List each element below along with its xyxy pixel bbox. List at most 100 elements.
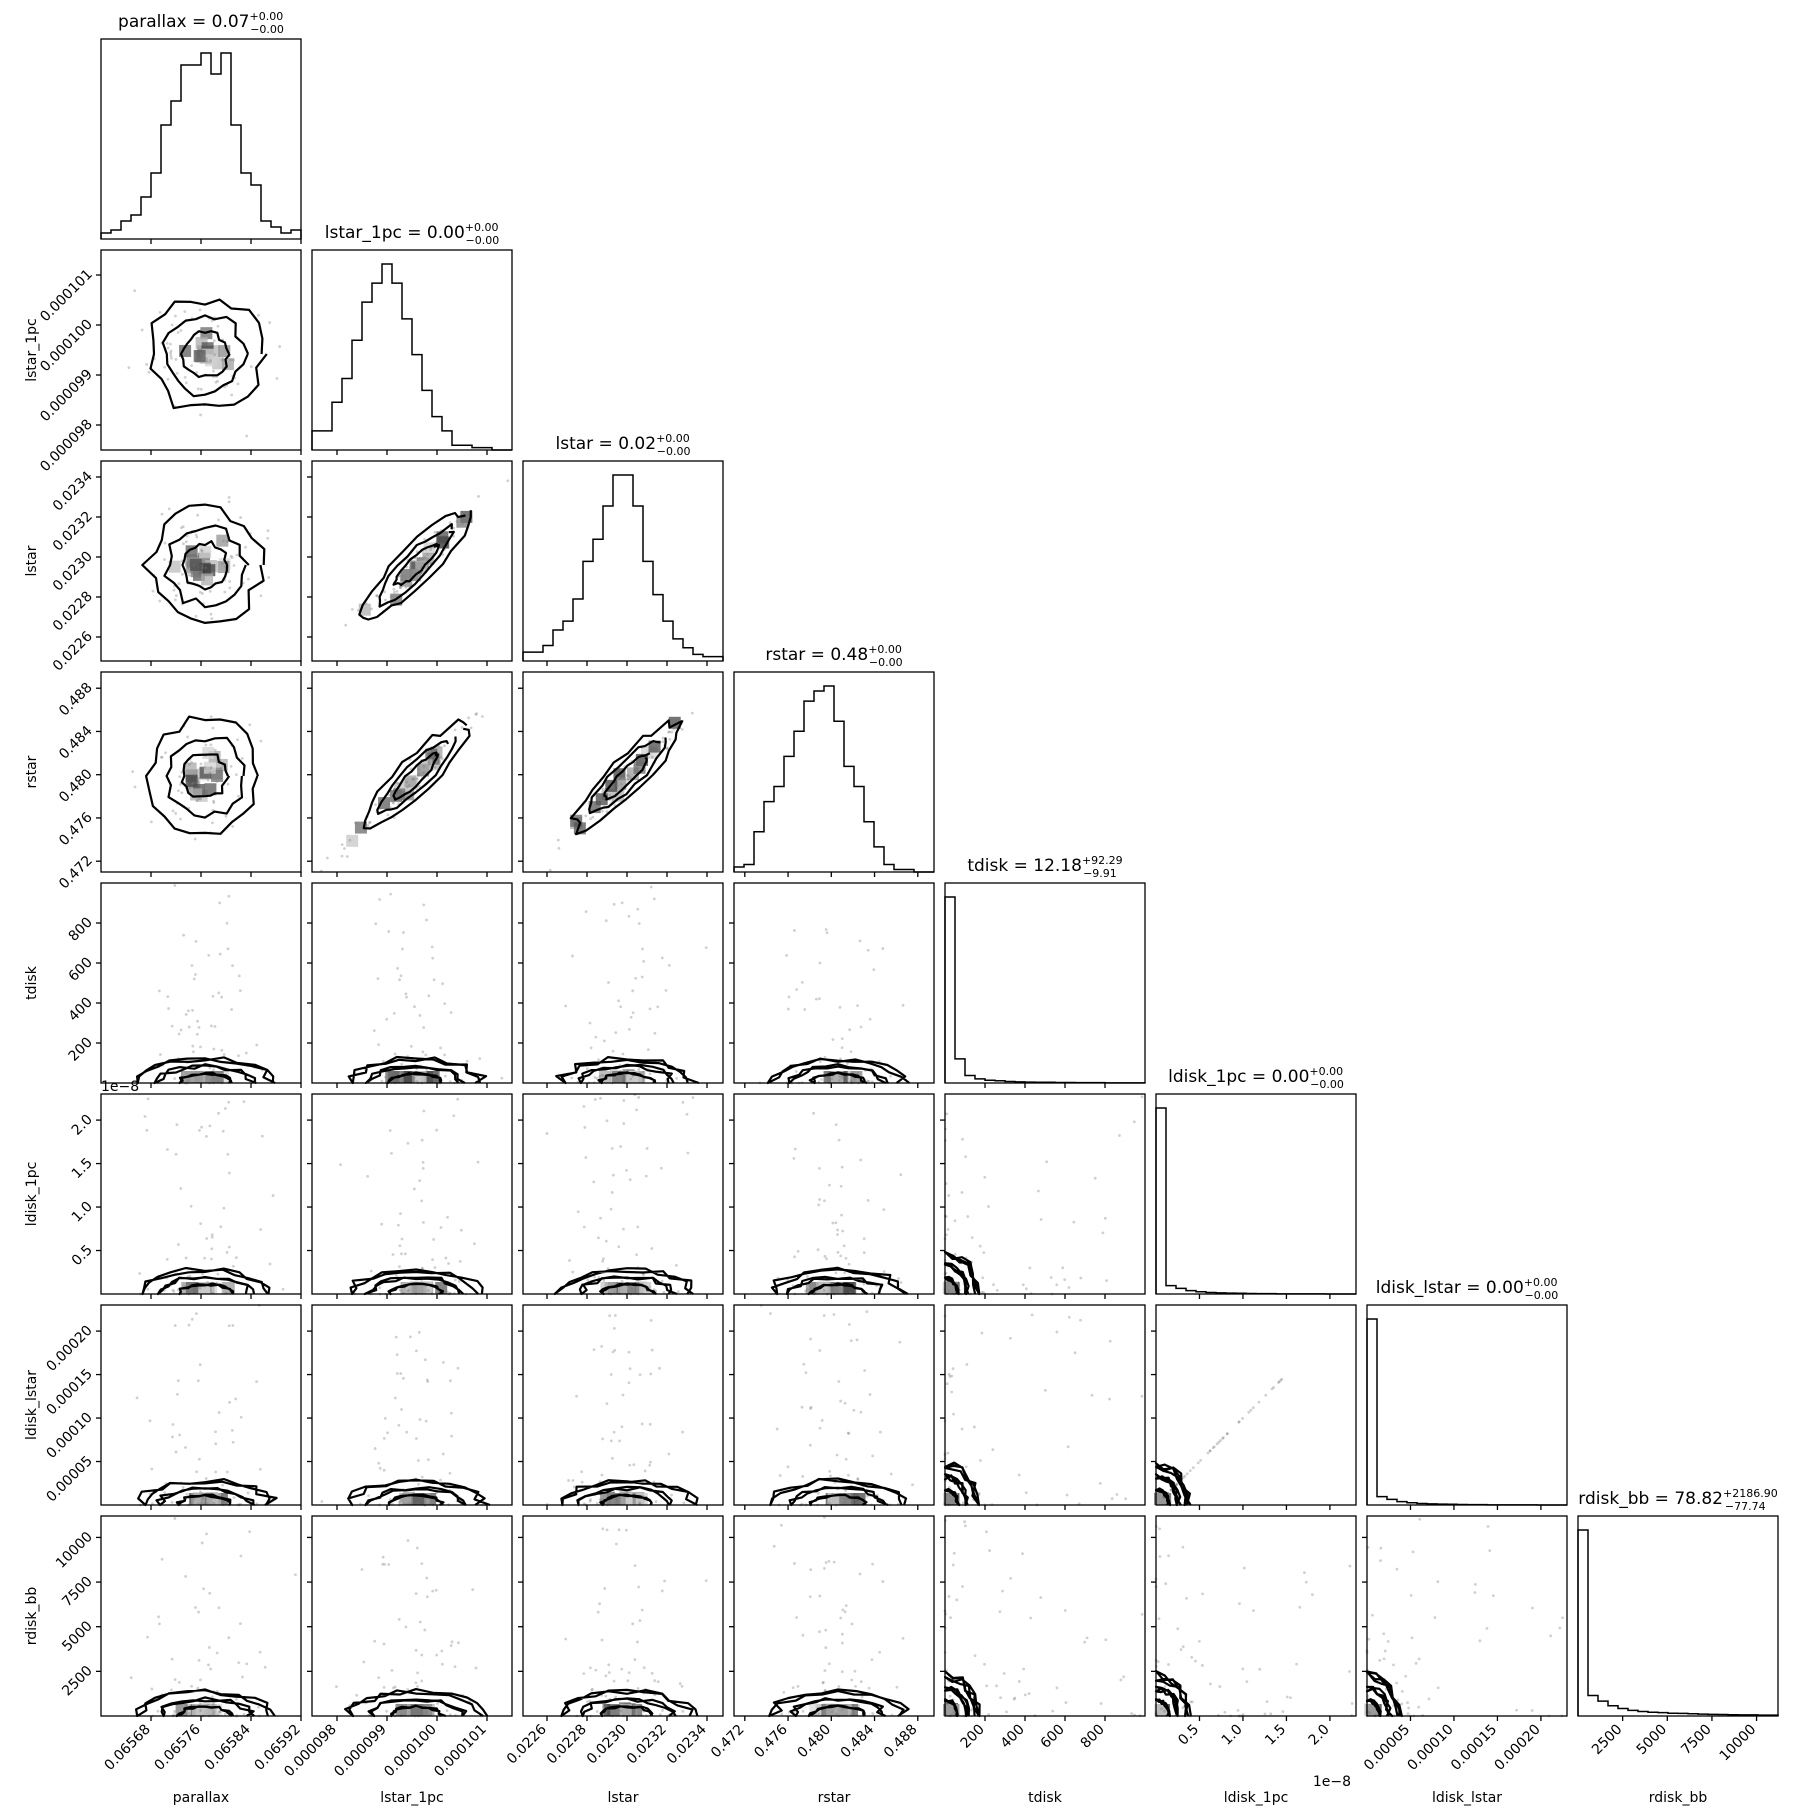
panel-parallax-parallax [100, 38, 302, 244]
sample-point [614, 1695, 618, 1699]
sample-point [1132, 1120, 1136, 1124]
sample-point [620, 1279, 624, 1283]
sample-point [220, 995, 224, 999]
sample-point [386, 803, 390, 806]
sample-point [582, 1672, 586, 1676]
sample-point [793, 1147, 797, 1151]
sample-point [1350, 1702, 1354, 1705]
sample-point [180, 771, 184, 774]
sample-point [385, 1709, 388, 1713]
sample-point [818, 961, 822, 965]
title-sub: −0.00 [657, 445, 691, 458]
sample-point [571, 954, 574, 958]
sample-point [1105, 1279, 1108, 1283]
sample-point [201, 356, 205, 360]
sample-point [210, 1235, 214, 1239]
sample-point [412, 1076, 416, 1080]
sample-point [831, 1286, 835, 1289]
sample-point [214, 1442, 218, 1446]
sample-point [655, 744, 659, 748]
sample-point [983, 1175, 987, 1179]
sample-point [207, 1663, 210, 1667]
sample-point [224, 814, 228, 818]
sample-point [585, 1067, 589, 1071]
sample-point [604, 1674, 608, 1678]
sample-point [393, 1396, 397, 1400]
sample-point [637, 1067, 641, 1071]
sample-point [171, 1423, 175, 1426]
sample-point [214, 1470, 218, 1474]
sample-point [648, 749, 651, 753]
sample-point [476, 1160, 480, 1164]
sample-point [1067, 1315, 1071, 1319]
sample-point [1392, 1663, 1395, 1667]
sample-point [604, 919, 608, 923]
sample-point [1206, 1451, 1210, 1455]
sample-point [868, 1017, 872, 1021]
panel-rstar-parallax [96, 671, 302, 877]
sample-point [1103, 1216, 1107, 1220]
sample-point [1101, 1231, 1105, 1235]
sample-point [398, 1244, 402, 1248]
sample-point [325, 856, 329, 860]
sample-point [235, 553, 239, 557]
sample-point [140, 328, 144, 332]
y-tick-label: 0.484 [56, 723, 96, 763]
sample-point [278, 345, 282, 348]
sample-point [665, 747, 669, 751]
sample-point [418, 574, 421, 578]
sample-point [245, 434, 249, 438]
sample-point [387, 1563, 391, 1566]
sample-point [431, 1712, 434, 1716]
sample-point [609, 1207, 613, 1211]
sample-point [205, 1237, 209, 1240]
sample-point [173, 598, 177, 602]
sample-point [205, 357, 208, 360]
sample-point [556, 838, 560, 842]
sample-point [593, 1275, 596, 1279]
sample-point [381, 1562, 385, 1566]
sample-point [664, 989, 668, 992]
sample-point [151, 589, 155, 593]
sample-point [1382, 1657, 1386, 1661]
sample-point [435, 540, 439, 544]
sample-point [627, 1350, 631, 1354]
sample-point [548, 868, 552, 872]
sample-point [448, 1080, 452, 1084]
sample-point [985, 1684, 988, 1688]
sample-point [1277, 1381, 1280, 1384]
sample-point [1110, 1497, 1114, 1501]
sample-point [234, 1397, 238, 1401]
sample-point [809, 1337, 812, 1341]
sample-point [440, 757, 444, 761]
sample-point [1281, 1710, 1285, 1713]
sample-point [407, 784, 411, 787]
sample-point [236, 382, 240, 386]
sample-point [187, 1079, 191, 1082]
sample-point [649, 1460, 652, 1464]
sample-point [370, 607, 373, 611]
sample-point [1009, 1576, 1013, 1580]
sample-point [636, 907, 640, 911]
sample-point [778, 1474, 782, 1477]
sample-point [402, 1376, 405, 1380]
sample-point [406, 1539, 410, 1542]
x-tick-label: 0.00005 [1361, 1722, 1413, 1774]
density-bin [189, 558, 202, 571]
sample-point [1561, 1616, 1564, 1620]
y-tick-label: 0.0230 [50, 549, 96, 595]
sample-point [186, 1009, 190, 1013]
sample-point [407, 1288, 411, 1292]
sample-point [424, 1053, 428, 1057]
sample-point [838, 1078, 841, 1082]
y-tick-label: 0.472 [56, 853, 96, 893]
sample-point [980, 1331, 984, 1335]
sample-point [222, 539, 225, 543]
sample-point [133, 785, 137, 789]
sample-point [656, 1005, 660, 1009]
sample-point [395, 1353, 399, 1357]
sample-point [212, 1710, 216, 1714]
sample-point [834, 1712, 838, 1716]
y-tick-label: 1.0 [69, 1199, 96, 1226]
sample-point [590, 1688, 594, 1692]
